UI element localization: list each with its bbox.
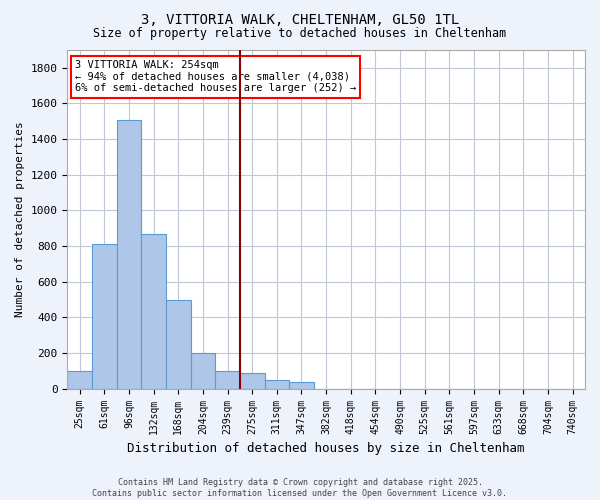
X-axis label: Distribution of detached houses by size in Cheltenham: Distribution of detached houses by size … xyxy=(127,442,525,455)
Bar xyxy=(141,234,166,388)
Bar xyxy=(240,372,265,388)
Text: 3, VITTORIA WALK, CHELTENHAM, GL50 1TL: 3, VITTORIA WALK, CHELTENHAM, GL50 1TL xyxy=(141,12,459,26)
Bar xyxy=(191,353,215,388)
Bar xyxy=(92,244,116,388)
Bar xyxy=(265,380,289,388)
Text: Contains HM Land Registry data © Crown copyright and database right 2025.
Contai: Contains HM Land Registry data © Crown c… xyxy=(92,478,508,498)
Text: Size of property relative to detached houses in Cheltenham: Size of property relative to detached ho… xyxy=(94,28,506,40)
Bar xyxy=(67,371,92,388)
Bar xyxy=(116,120,141,388)
Bar xyxy=(289,382,314,388)
Bar xyxy=(166,300,191,388)
Bar xyxy=(215,371,240,388)
Y-axis label: Number of detached properties: Number of detached properties xyxy=(15,122,25,317)
Text: 3 VITTORIA WALK: 254sqm
← 94% of detached houses are smaller (4,038)
6% of semi-: 3 VITTORIA WALK: 254sqm ← 94% of detache… xyxy=(75,60,356,94)
